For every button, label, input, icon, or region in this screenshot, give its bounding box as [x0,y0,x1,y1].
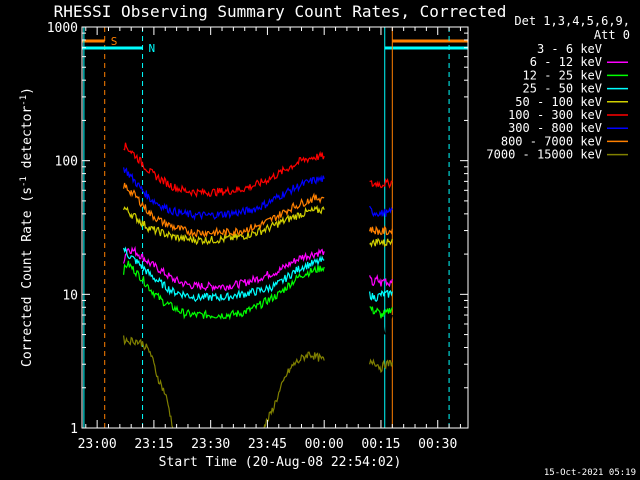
series-line-1 [369,274,393,288]
series-line-0 [369,314,393,344]
x-tick-label: 00:30 [418,437,457,452]
y-axis-label: Corrected Count Rate (s-1 detector-1) [19,87,35,367]
legend-label: 3 - 6 keV [537,42,602,56]
legend-label: 25 - 50 keV [523,82,602,96]
y-tick-label: 1000 [47,21,78,36]
series-line-3 [369,289,393,303]
y-axis: 1 10 100 1000 [47,21,468,437]
series-line-4 [369,237,393,248]
series-line-8 [369,358,393,374]
series-line-2 [123,260,325,321]
series-line-5 [123,142,325,198]
legend-label: 12 - 25 keV [523,68,602,82]
x-axis-label: Start Time (20-Aug-08 22:54:02) [159,455,402,470]
timestamp: 15-Oct-2021 05:19 [544,468,636,478]
legend-label: 7000 - 15000 keV [486,148,602,162]
plot-frame [81,26,469,429]
series-line-8 [263,351,325,428]
series-line-8 [123,335,174,428]
series-line-7 [123,182,325,238]
legend-label: 50 - 100 keV [515,95,602,109]
series-line-1 [123,245,325,293]
legend-label: 300 - 800 keV [508,121,602,135]
series-line-7 [369,225,393,236]
series-line-6 [123,167,325,221]
legend-label: 6 - 12 keV [530,55,602,69]
legend-label: 800 - 7000 keV [501,134,602,148]
y-tick-label: 1 [70,422,78,437]
x-axis: 23:00 23:15 23:30 23:45 00:00 00:15 00:30 [78,27,461,452]
legend-header-line-1: Det 1,3,4,5,6,9, [514,14,630,28]
chart-title: RHESSI Observing Summary Count Rates, Co… [54,2,507,21]
series-line-6 [369,205,393,218]
series-line-2 [369,306,393,319]
series-line-4 [123,204,325,246]
flag-label-n: N [149,42,156,55]
x-tick-label: 00:00 [305,437,344,452]
x-tick-label: 23:45 [248,437,287,452]
legend-header-line-2: Att 0 [594,28,630,42]
x-tick-label: 23:15 [134,437,173,452]
flag-label-s: S [111,35,118,48]
series-line-0 [123,263,325,350]
series-line-5 [369,177,393,189]
x-tick-label: 00:15 [361,437,400,452]
y-tick-label: 100 [55,155,78,170]
y-tick-label: 10 [62,288,78,303]
series-line-3 [123,246,325,303]
x-tick-label: 23:30 [191,437,230,452]
x-tick-label: 23:00 [78,437,117,452]
legend-label: 100 - 300 keV [508,108,602,122]
